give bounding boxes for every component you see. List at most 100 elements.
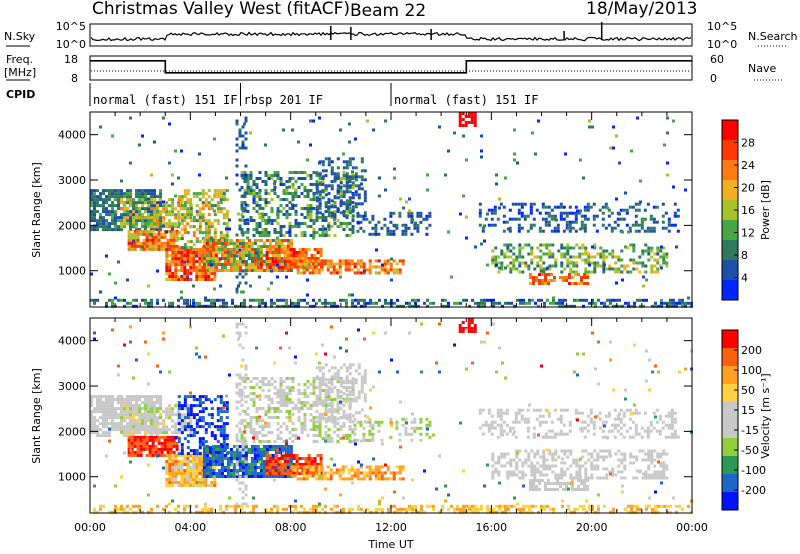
- echo-cell: [211, 454, 215, 457]
- echo-cell: [309, 407, 313, 410]
- echo-cell: [163, 435, 167, 439]
- echo-cell: [300, 422, 304, 425]
- echo-cell: [304, 457, 308, 460]
- echo-cell: [632, 243, 636, 247]
- echo-cell: [201, 478, 205, 481]
- echo-cell: [357, 196, 361, 200]
- echo-cell: [216, 246, 220, 250]
- echo-cell: [342, 193, 346, 197]
- echo-cell: [299, 471, 303, 475]
- echo-cell: [285, 404, 289, 407]
- echo-cell: [220, 257, 224, 260]
- echo-cell: [108, 298, 111, 302]
- echo-cell: [225, 234, 229, 238]
- echo-cell: [513, 304, 516, 308]
- echo-cell: [177, 419, 181, 423]
- echo-cell: [186, 192, 190, 196]
- echo-cell: [461, 112, 465, 115]
- echo-cell: [238, 218, 242, 222]
- echo-cell: [132, 219, 136, 223]
- echo-cell: [644, 243, 648, 247]
- echo-cell: [147, 189, 150, 193]
- echo-cell: [189, 248, 193, 251]
- echo-cell: [195, 278, 199, 281]
- echo-cell: [428, 214, 432, 218]
- echo-cell: [333, 386, 337, 389]
- echo-cell: [589, 205, 593, 209]
- echo-cell: [520, 202, 524, 206]
- echo-cell: [207, 272, 211, 275]
- echo-cell: [232, 245, 236, 248]
- echo-cell: [244, 466, 248, 469]
- echo-cell: [258, 222, 262, 225]
- echo-cell: [295, 251, 299, 254]
- echo-cell: [273, 407, 277, 410]
- echo-cell: [315, 404, 319, 407]
- echo-cell: [183, 275, 187, 278]
- echo-cell: [319, 457, 323, 460]
- power-field: [90, 112, 693, 308]
- echo-cell: [216, 298, 219, 302]
- echo-cell: [159, 422, 162, 426]
- echo-cell: [634, 229, 638, 233]
- echo-cell: [530, 252, 534, 256]
- echo-cell: [596, 261, 600, 265]
- echo-cell: [217, 239, 221, 242]
- echo-cell: [279, 380, 283, 383]
- echo-cell: [259, 245, 263, 248]
- echo-cell: [318, 228, 322, 231]
- echo-cell: [609, 301, 612, 305]
- echo-cell: [313, 460, 317, 463]
- echo-cell: [261, 212, 264, 216]
- echo-cell: [238, 245, 242, 248]
- echo-cell: [177, 410, 181, 414]
- echo-cell: [296, 465, 300, 469]
- echo-cell: [290, 465, 294, 469]
- echo-cell: [246, 189, 250, 192]
- echo-cell: [108, 407, 111, 411]
- echo-cell: [303, 186, 307, 189]
- echo-cell: [348, 228, 352, 231]
- echo-cell: [330, 187, 334, 191]
- echo-cell: [214, 254, 218, 257]
- echo-cell: [138, 219, 141, 223]
- echo-cell: [243, 171, 247, 174]
- echo-cell: [520, 214, 524, 218]
- echo-cell: [296, 271, 300, 275]
- echo-cell: [186, 231, 190, 235]
- echo-cell: [255, 395, 259, 398]
- echo-cell: [336, 192, 340, 195]
- echo-cell: [256, 254, 260, 257]
- freq-tick-top: 18: [64, 53, 78, 66]
- echo-cell: [386, 226, 390, 230]
- echo-cell: [348, 428, 352, 431]
- echo-cell: [362, 214, 366, 218]
- echo-cell: [654, 304, 657, 308]
- echo-cell: [594, 301, 597, 305]
- echo-cell: [481, 226, 485, 230]
- echo-cell: [111, 404, 114, 408]
- echo-cell: [174, 213, 178, 217]
- echo-cell: [96, 428, 99, 432]
- echo-cell: [249, 425, 253, 428]
- echo-cell: [172, 244, 176, 248]
- echo-cell: [216, 210, 220, 214]
- echo-cell: [500, 267, 504, 271]
- echo-cell: [135, 425, 138, 429]
- echo-cell: [419, 220, 423, 224]
- echo-cell: [235, 475, 239, 478]
- echo-cell: [225, 404, 229, 408]
- echo-cell: [508, 226, 512, 230]
- echo-cell: [136, 435, 140, 439]
- echo-cell: [111, 228, 114, 232]
- echo-cell: [147, 410, 151, 414]
- echo-cell: [243, 195, 247, 198]
- echo-cell: [232, 475, 236, 478]
- echo-cell: [347, 268, 351, 272]
- echo-cell: [238, 457, 242, 460]
- echo-cell: [180, 251, 184, 254]
- echo-cell: [288, 185, 291, 189]
- echo-cell: [255, 377, 259, 380]
- echo-cell: [519, 301, 522, 305]
- echo-cell: [90, 422, 93, 426]
